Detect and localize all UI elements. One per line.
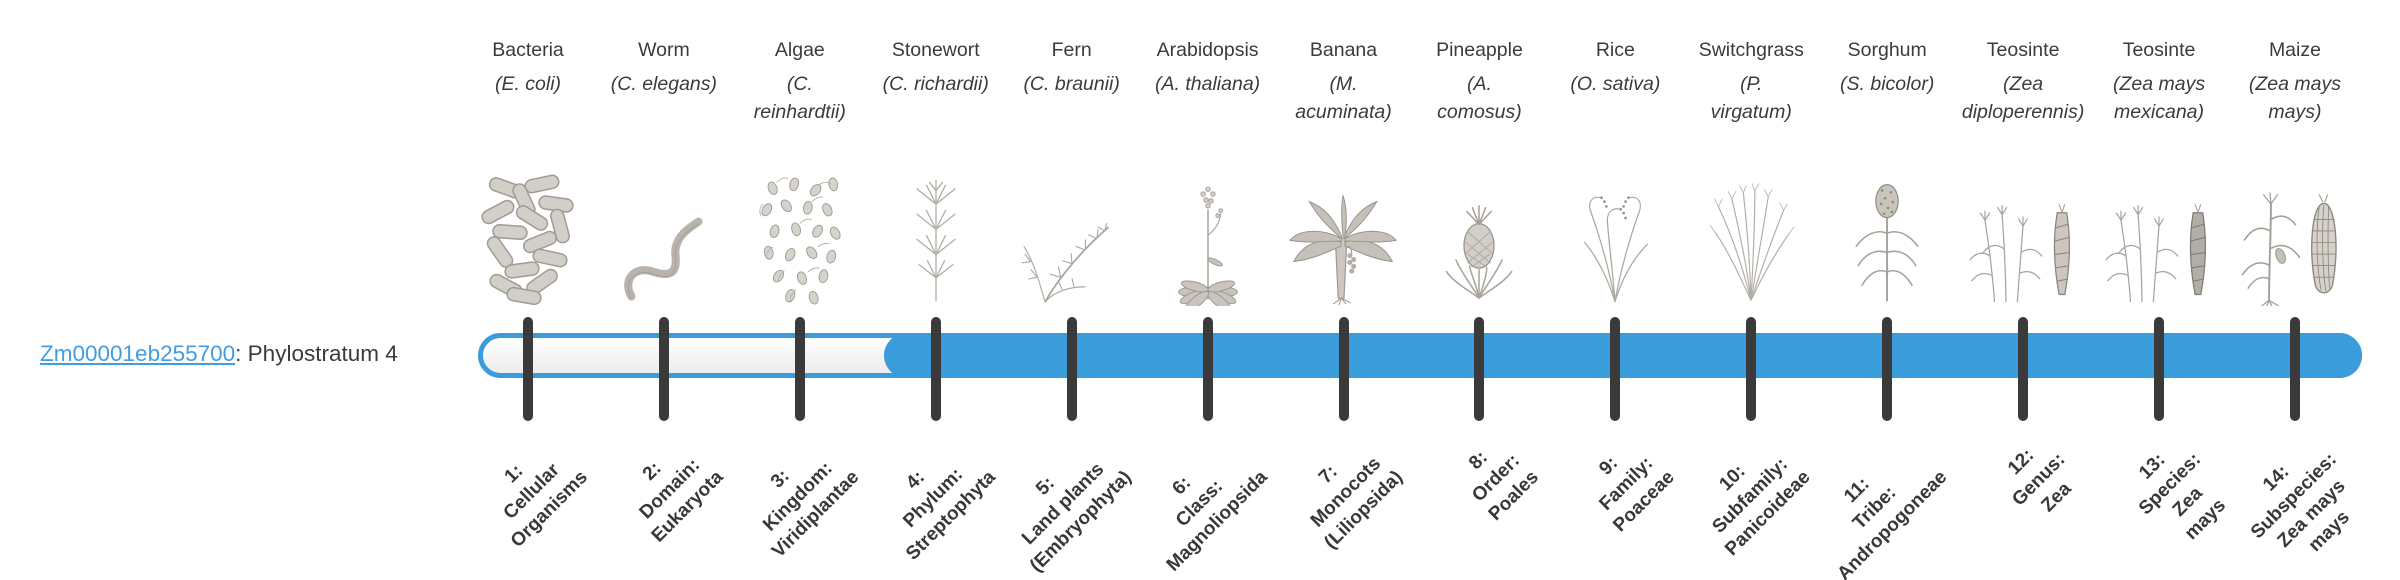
algae-icon [759, 177, 841, 305]
organism-species-name: (C. elegans) [610, 73, 718, 95]
organism-illustration-box [2229, 168, 2361, 306]
phylostratum-tick [2289, 317, 2300, 421]
organism-illustration-box [1006, 168, 1138, 306]
organism-species-name: (A. thaliana) [1155, 73, 1261, 95]
organism-illustration-box [598, 168, 730, 306]
phylostratum-tick [523, 317, 533, 421]
organism-illustration-box [1957, 168, 2089, 306]
organism-label: Pineapple (A. comosus) [1415, 38, 1543, 126]
teosinte-mexicana-icon [2105, 204, 2206, 303]
organism-label: Algae (C. reinhardtii) [736, 38, 864, 126]
organism-common-name: Arabidopsis [1156, 39, 1259, 61]
organism-species-name: (P. virgatum) [1710, 73, 1792, 123]
organism-illustration-box [1413, 168, 1545, 306]
organism-common-name: Rice [1595, 39, 1635, 61]
phylostratum-tick [1610, 317, 1621, 421]
phylostratum-tick [658, 317, 669, 421]
organism-species-name: (Zea mays mays) [2248, 73, 2341, 123]
organism-label: Fern (C. braunii) [1008, 38, 1136, 98]
organism-common-name: Algae [774, 39, 825, 61]
organism-illustration-box [2093, 168, 2225, 306]
organism-label: Sorghum (S. bicolor) [1823, 38, 1951, 98]
phylostratum-tick [930, 317, 941, 421]
phylostrata-bar-fill [883, 333, 2362, 378]
organism-label: Rice (O. sativa) [1551, 38, 1679, 98]
phylostratum-tick [2154, 317, 2165, 421]
organism-species-name: (C. braunii) [1023, 73, 1120, 95]
bacteria-icon [481, 174, 574, 306]
organism-label: Switchgrass (P. virgatum) [1687, 38, 1815, 126]
organism-species-name: (M. acuminata) [1295, 73, 1392, 123]
organism-label: Worm (C. elegans) [600, 38, 728, 98]
organism-label: Arabidopsis (A. thaliana) [1144, 38, 1272, 98]
organism-common-name: Bacteria [492, 39, 564, 61]
phylostratum-tick [794, 317, 805, 421]
organism-label: Maize (Zea mays mays) [2231, 38, 2359, 126]
gene-label: Zm00001eb255700: Phylostratum 4 [40, 340, 398, 367]
stonewort-icon [915, 179, 956, 302]
phylostratum-tick [2018, 317, 2029, 421]
organism-illustration-box [462, 168, 594, 306]
organism-common-name: Sorghum [1847, 39, 1927, 61]
switchgrass-icon [1709, 183, 1795, 301]
organism-illustration-box [1821, 168, 1953, 306]
organism-species-name: (Zea mays mexicana) [2112, 73, 2206, 123]
organism-common-name: Stonewort [891, 39, 980, 61]
phylostratum-tick [1746, 317, 1757, 421]
organism-label: Stonewort (C. richardii) [872, 38, 1000, 98]
organism-common-name: Fern [1051, 39, 1092, 61]
maize-icon [2241, 192, 2337, 306]
organism-species-name: (C. reinhardtii) [753, 73, 846, 123]
organism-illustration-box [870, 168, 1002, 306]
phylostratum-tick [1338, 317, 1349, 421]
organism-species-name: (S. bicolor) [1840, 73, 1935, 95]
organism-common-name: Teosinte [1986, 39, 2060, 61]
organism-label: Bacteria (E. coli) [464, 38, 592, 98]
organism-illustration-box [1549, 168, 1681, 306]
organism-species-name: (A. comosus) [1437, 73, 1522, 123]
organism-common-name: Worm [638, 39, 690, 61]
phylostratum-tick [1882, 317, 1893, 421]
organism-illustration-box [1142, 168, 1274, 306]
organism-illustration-box [1685, 168, 1817, 306]
phylostratum-tick [1474, 317, 1485, 421]
worm-icon [624, 217, 703, 301]
gene-id-link[interactable]: Zm00001eb255700 [40, 341, 236, 366]
gene-phylostratum-text: : Phylostratum 4 [235, 341, 398, 366]
organism-species-name: (C. richardii) [882, 73, 989, 95]
teosinte-diploperennis-icon [1969, 204, 2071, 303]
organism-common-name: Maize [2268, 39, 2321, 61]
organism-illustration-box [734, 168, 866, 306]
organism-common-name: Teosinte [2122, 39, 2196, 61]
organism-common-name: Pineapple [1436, 39, 1523, 61]
organism-species-name: (Zea diploperennis) [1961, 73, 2085, 123]
pineapple-icon [1445, 205, 1514, 299]
organism-common-name: Banana [1309, 39, 1378, 61]
arabidopsis-icon [1177, 186, 1238, 306]
organism-label: Banana (M. acuminata) [1280, 38, 1408, 126]
phylostratum-tick [1202, 317, 1213, 421]
banana-icon [1288, 193, 1397, 306]
phylostratum-tick [1066, 317, 1077, 421]
rice-icon [1584, 196, 1649, 302]
organism-species-name: (E. coli) [494, 73, 562, 95]
organism-label: Teosinte (Zea mays mexicana) [2095, 38, 2223, 126]
organism-common-name: Switchgrass [1698, 39, 1804, 61]
fern-icon [1021, 223, 1109, 303]
organism-species-name: (O. sativa) [1570, 73, 1661, 95]
organism-illustration-box [1278, 168, 1410, 306]
sorghum-icon [1855, 184, 1919, 302]
organism-label: Teosinte (Zea diploperennis) [1959, 38, 2087, 126]
